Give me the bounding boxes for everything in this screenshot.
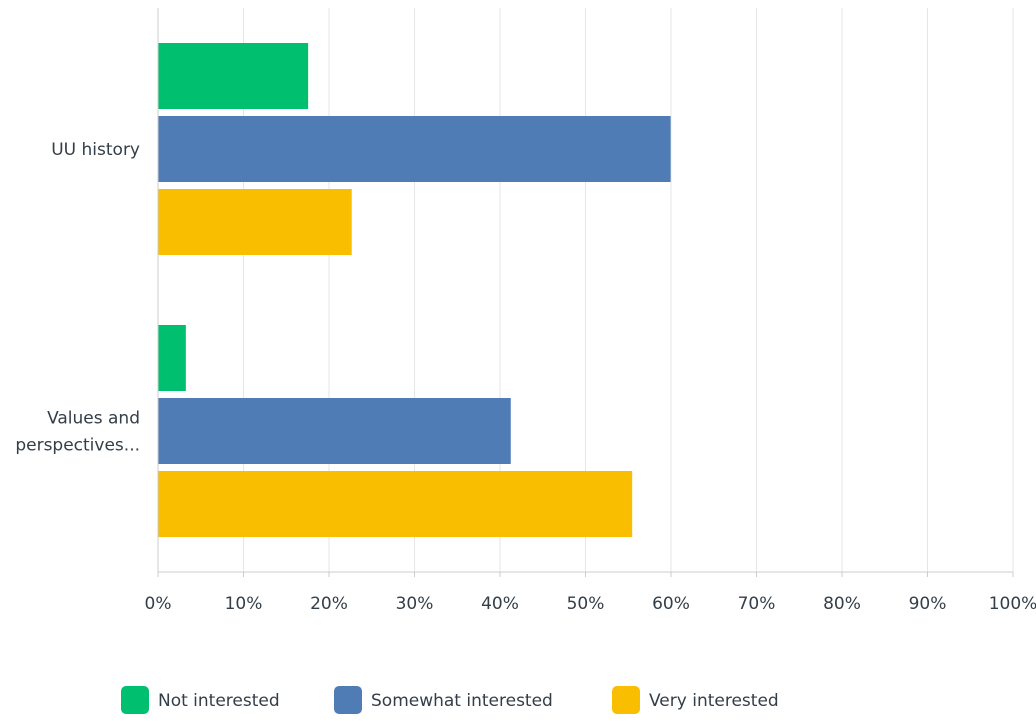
x-tick-label: 40% xyxy=(481,594,519,614)
x-tick-label: 100% xyxy=(989,594,1036,614)
axes xyxy=(157,8,1014,577)
legend-swatch xyxy=(334,686,362,714)
bars xyxy=(158,43,671,537)
bar[interactable] xyxy=(158,189,352,255)
category-labels: UU history Values and perspectives... xyxy=(15,140,140,456)
legend-label: Somewhat interested xyxy=(371,691,553,711)
x-tick-label: 50% xyxy=(567,594,605,614)
gridlines xyxy=(243,8,1014,572)
x-tick-label: 70% xyxy=(738,594,776,614)
bar[interactable] xyxy=(158,43,309,109)
bar[interactable] xyxy=(158,398,511,464)
x-tick-label: 10% xyxy=(225,594,263,614)
x-tick-label: 30% xyxy=(396,594,434,614)
category-label: Values and perspectives... xyxy=(15,409,140,456)
legend-swatch xyxy=(612,686,640,714)
legend-swatch xyxy=(121,686,149,714)
x-tick-label: 90% xyxy=(909,594,947,614)
x-tick-label: 0% xyxy=(145,594,172,614)
bar[interactable] xyxy=(158,116,671,182)
category-label: UU history xyxy=(51,140,140,160)
bar[interactable] xyxy=(158,325,186,391)
legend-label: Not interested xyxy=(158,691,280,711)
x-tick-label: 80% xyxy=(823,594,861,614)
x-tick-labels: 0% 10% 20% 30% 40% 50% 60% 70% 80% 90% 100% xyxy=(145,594,1036,614)
legend-label: Very interested xyxy=(649,691,779,711)
x-tick-label: 20% xyxy=(310,594,348,614)
x-tick-label: 60% xyxy=(652,594,690,614)
legend: Not interested Somewhat interested Very in… xyxy=(121,686,779,714)
bar[interactable] xyxy=(158,471,633,537)
